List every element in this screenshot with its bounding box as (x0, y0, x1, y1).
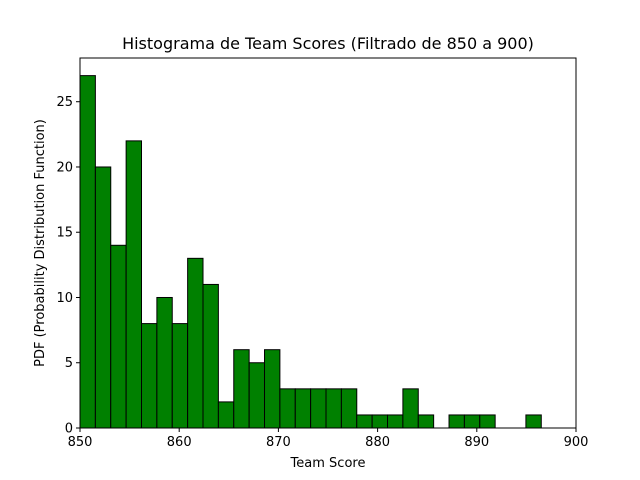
histogram-bar (525, 414, 542, 429)
y-tick-label: 0 (65, 422, 73, 437)
histogram-bar (264, 349, 281, 429)
y-axis-label: PDF (Probability Distribution Function) (33, 119, 48, 367)
histogram-bar (417, 414, 435, 429)
histogram-bar (340, 388, 358, 429)
histogram-bar (310, 388, 327, 429)
histogram-bar (110, 244, 127, 429)
x-tick-label: 900 (564, 435, 589, 450)
histogram-bar (387, 414, 404, 429)
histogram-bar (448, 414, 465, 429)
histogram-bar (248, 362, 266, 429)
histogram-bar (217, 401, 235, 429)
y-tick-label: 10 (56, 291, 73, 306)
histogram-bar (187, 257, 204, 429)
x-tick-label: 850 (68, 435, 93, 450)
histogram-bar (156, 296, 173, 429)
chart-title: Histograma de Team Scores (Filtrado de 8… (122, 34, 534, 53)
histogram-bar (171, 323, 189, 429)
histogram-bar (356, 414, 373, 429)
x-tick-label: 860 (167, 435, 192, 450)
histogram-bar (325, 388, 342, 429)
histogram-bar (479, 414, 496, 429)
plot-frame (79, 57, 577, 429)
histogram-bar (125, 140, 143, 429)
histogram-bar (94, 166, 112, 429)
histogram-bar (141, 323, 158, 429)
x-tick-label: 880 (365, 435, 390, 450)
histogram-bar (233, 349, 250, 429)
histogram-bar (463, 414, 481, 429)
histogram-bar (294, 388, 312, 429)
x-tick-label: 890 (464, 435, 489, 450)
histogram-bar (279, 388, 296, 429)
y-tick-label: 5 (65, 356, 73, 371)
histogram-bar (371, 414, 389, 429)
y-tick-label: 15 (56, 226, 73, 241)
bars-group (79, 75, 542, 429)
y-tick-label: 25 (56, 95, 73, 110)
x-axis-label: Team Score (290, 456, 366, 471)
x-axis: 850 860 870 880 890 900 (68, 428, 589, 450)
y-tick-label: 20 (56, 160, 73, 175)
x-tick-label: 870 (266, 435, 291, 450)
histogram-bar (402, 388, 419, 429)
histogram-bar (79, 75, 96, 429)
histogram-bar (202, 283, 219, 429)
y-axis: 0 5 10 15 20 25 (56, 95, 80, 437)
